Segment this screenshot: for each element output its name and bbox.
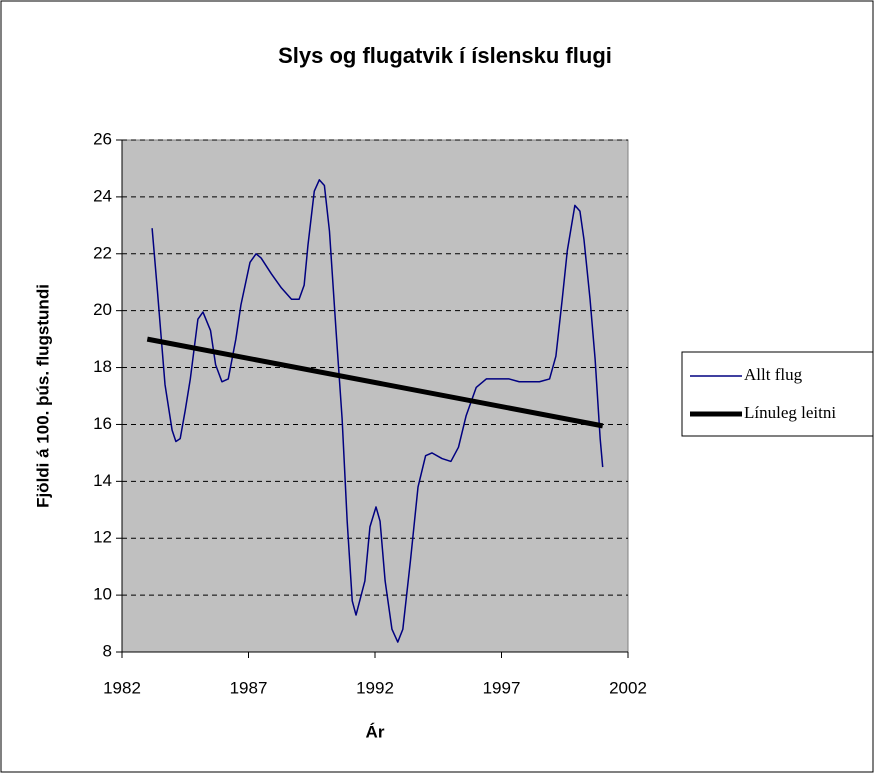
chart-title: Slys og flugatvik í íslensku flugi	[278, 43, 612, 68]
x-tick-label: 1982	[103, 678, 141, 697]
y-tick-label: 10	[93, 585, 112, 604]
y-tick-label: 18	[93, 357, 112, 376]
x-tick-label: 1997	[483, 678, 521, 697]
legend-label: Allt flug	[744, 365, 803, 384]
plot-area	[121, 139, 629, 653]
legend	[681, 351, 874, 437]
x-tick-label: 2002	[609, 678, 647, 697]
x-tick-label: 1992	[356, 678, 394, 697]
y-tick-label: 20	[93, 300, 112, 319]
y-tick-label: 8	[103, 641, 112, 660]
series-line	[146, 336, 604, 429]
y-tick-label: 26	[93, 129, 112, 148]
y-tick-label: 22	[93, 243, 112, 262]
series-line	[151, 179, 604, 643]
y-axis-label: Fjöldi á 100. þús. flugstundi	[33, 284, 52, 508]
x-axis-label: Ár	[366, 722, 385, 741]
legend-label: Línuleg leitni	[744, 403, 836, 422]
y-tick-label: 12	[93, 528, 112, 547]
y-tick-label: 16	[93, 414, 112, 433]
x-tick-label: 1987	[230, 678, 268, 697]
y-tick-label: 14	[93, 471, 112, 490]
y-tick-label: 24	[93, 186, 112, 205]
